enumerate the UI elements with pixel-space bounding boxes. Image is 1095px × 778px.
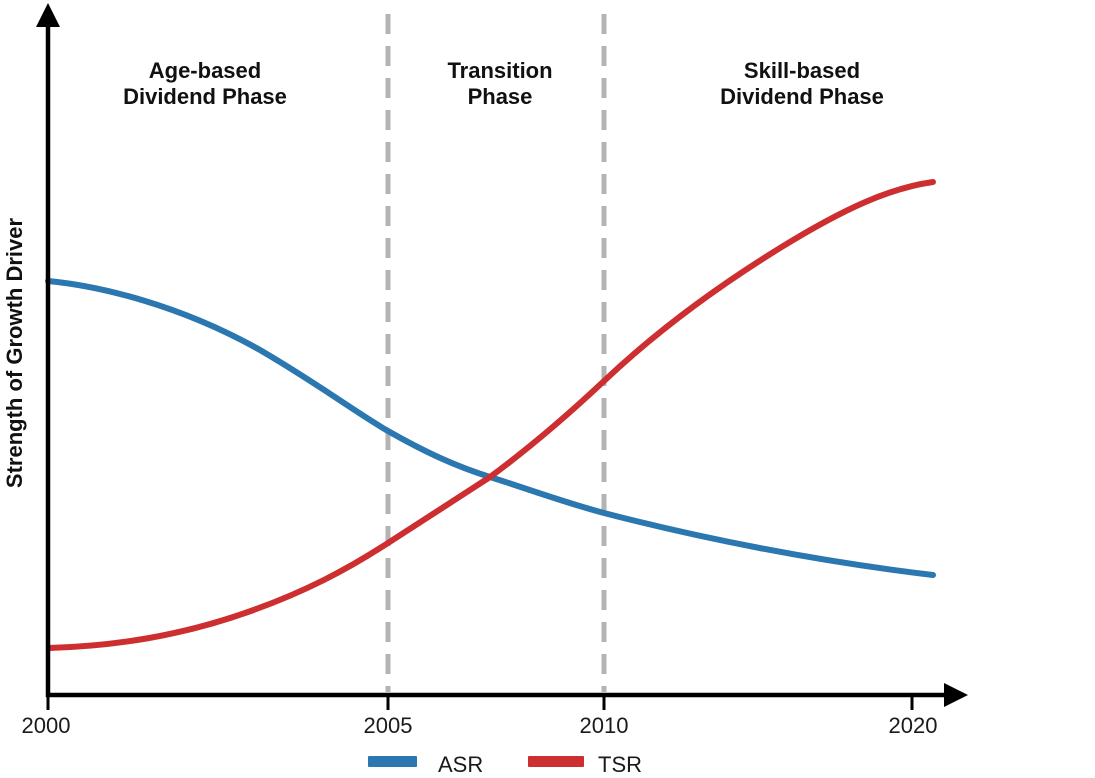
legend-label-tsr: TSR <box>598 752 642 777</box>
phase-label-age-based-line1: Age-based <box>149 58 261 83</box>
legend: ASR TSR <box>368 752 642 777</box>
phase-label-transition-line1: Transition <box>447 58 552 83</box>
legend-swatch-asr <box>368 756 417 767</box>
tick-label-2005: 2005 <box>364 713 413 738</box>
y-axis-arrowhead <box>36 3 60 27</box>
x-axis-arrowhead <box>944 683 968 707</box>
phase-label-skill-based-line1: Skill-based <box>744 58 860 83</box>
phase-label-transition-line2: Phase <box>468 84 533 109</box>
legend-swatch-tsr <box>528 756 584 767</box>
phase-label-skill-based-line2: Dividend Phase <box>720 84 884 109</box>
tick-label-2000: 2000 <box>22 713 71 738</box>
tick-label-2020: 2020 <box>889 713 938 738</box>
legend-label-asr: ASR <box>438 752 483 777</box>
y-axis-title: Strength of Growth Driver <box>2 218 27 489</box>
tick-label-2010: 2010 <box>580 713 629 738</box>
asr-curve <box>45 278 936 578</box>
tsr-curve <box>46 179 936 651</box>
phase-label-age-based-line2: Dividend Phase <box>123 84 287 109</box>
